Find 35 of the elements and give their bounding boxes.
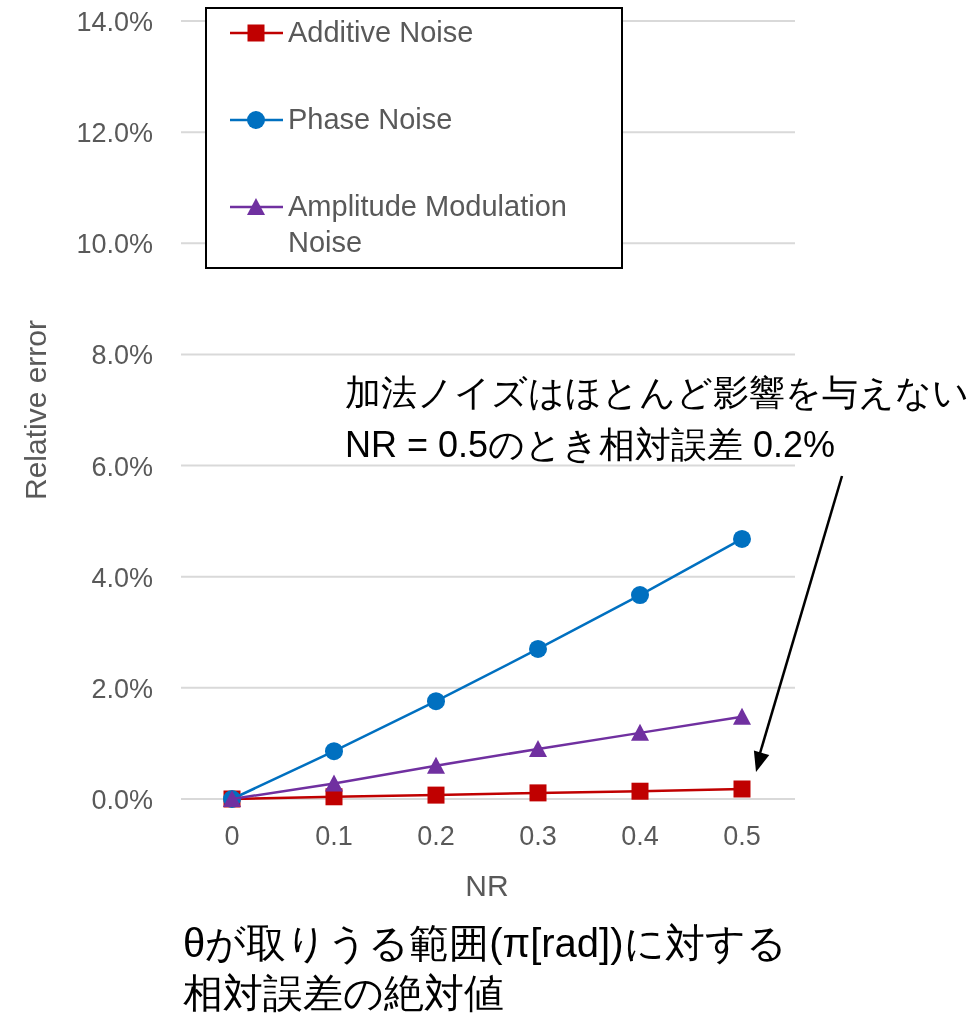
x-tick-label: 0.5: [723, 821, 761, 851]
x-axis-title: NR: [465, 869, 509, 902]
point: [427, 692, 445, 711]
point: [427, 756, 445, 774]
x-tick-label: 0: [224, 821, 240, 851]
x-tick-label: 0.3: [519, 821, 557, 851]
y-tick-label: 2.0%: [91, 673, 153, 704]
point: [529, 739, 547, 757]
y-tick-label: 0.0%: [91, 785, 153, 815]
annotation: θが取りうる範囲(π[rad])に対する相対誤差の絶対値: [183, 921, 787, 1013]
x-tick-label: 0.2: [417, 821, 455, 851]
legend-label: Amplitude Modulation Noise: [288, 190, 567, 258]
legend-label: Phase Noise: [288, 103, 453, 135]
point: [529, 784, 547, 802]
point: [631, 723, 649, 741]
point: [631, 586, 649, 605]
point: [631, 782, 649, 800]
y-tick-label: 4.0%: [91, 562, 153, 593]
point: [325, 742, 343, 761]
y-tick-label: 8.0%: [91, 340, 153, 371]
x-tick-label: 0.4: [621, 821, 659, 851]
y-tick-label: 14.0%: [76, 7, 153, 37]
point: [733, 780, 751, 798]
point: [427, 786, 445, 804]
y-tick-label: 10.0%: [76, 229, 153, 260]
y-axis-title: Relative error: [19, 319, 52, 501]
point: [733, 707, 751, 725]
y-tick-label: 6.0%: [91, 451, 153, 482]
annotation: 加法ノイズはほとんど影響を与えないNR = 0.5のとき相対誤差 0.2%: [345, 372, 969, 465]
point: [325, 774, 343, 792]
point: [733, 529, 751, 548]
legend-label: Additive Noise: [288, 16, 474, 48]
y-tick-label: 12.0%: [76, 118, 153, 149]
x-tick-label: 0.1: [315, 821, 353, 851]
point: [529, 639, 547, 658]
